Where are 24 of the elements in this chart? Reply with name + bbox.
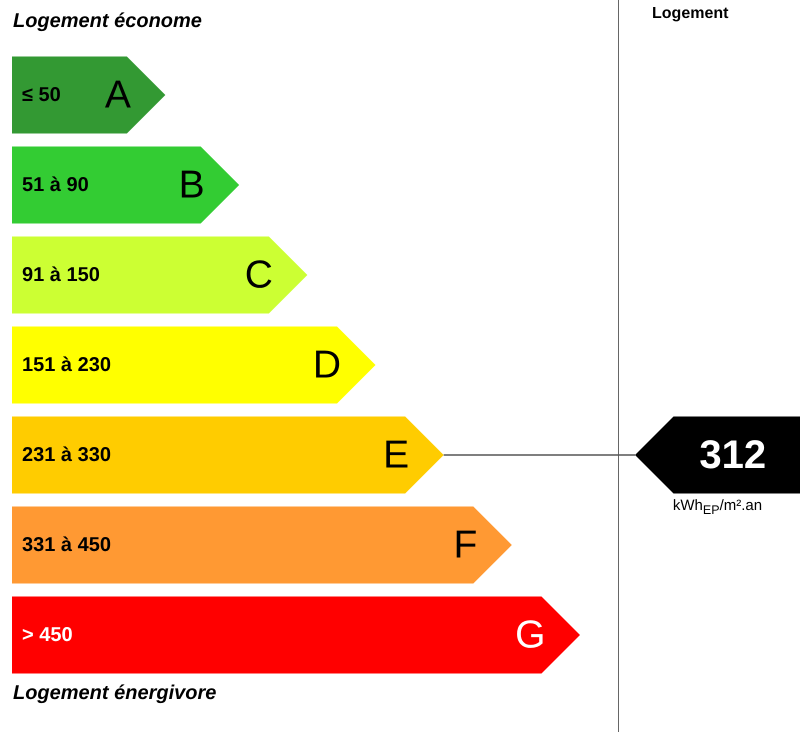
bar — [12, 506, 512, 584]
annotation: E — [383, 434, 410, 476]
text: Logement énergivore — [13, 682, 216, 705]
text: kWh$_{EP}$/m².an — [672, 496, 764, 518]
annotation: F — [454, 524, 478, 566]
text: Logement — [652, 5, 728, 23]
bar — [12, 596, 580, 674]
y-tick-label: 51 à 90 — [22, 174, 89, 196]
bar — [12, 236, 308, 314]
y-tick-label: > 450 — [22, 624, 73, 646]
annotation: A — [104, 74, 131, 116]
chart-title: Logement économe — [13, 10, 202, 33]
annotation: G — [515, 614, 546, 656]
ref-line-label: 312 — [699, 433, 766, 477]
y-tick-label: 231 à 330 — [22, 444, 111, 466]
bar — [12, 326, 376, 404]
bar — [12, 416, 444, 494]
y-tick-label: 151 à 230 — [22, 354, 111, 376]
annotation: C — [244, 254, 273, 296]
annotation: B — [178, 164, 205, 206]
annotation: D — [312, 344, 342, 386]
y-tick-label: ≤ 50 — [22, 84, 61, 106]
y-tick-label: 91 à 150 — [22, 264, 100, 286]
y-tick-label: 331 à 450 — [22, 534, 111, 556]
